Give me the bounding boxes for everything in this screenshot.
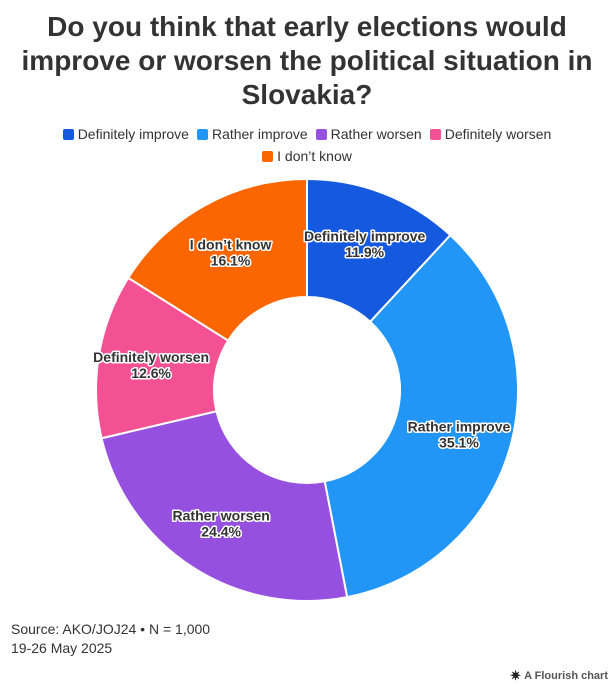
legend-item-definitely-improve[interactable]: Definitely improve	[62, 126, 189, 142]
flourish-credit[interactable]: ✷ A Flourish chart	[510, 668, 608, 684]
legend-item-rather-improve[interactable]: Rather improve	[196, 126, 308, 142]
slice-value-rather-worsen: 24.4%	[201, 524, 241, 540]
flourish-logo-icon: ✷	[510, 668, 522, 683]
legend-swatch	[429, 128, 441, 140]
slice-value-definitely-improve: 11.9%	[345, 244, 384, 260]
footer: Source: AKO/JOJ24 • N = 1,000 19-26 May …	[11, 620, 210, 658]
slice-dont-know[interactable]	[126, 177, 308, 342]
legend-item-rather-worsen[interactable]: Rather worsen	[315, 126, 422, 142]
legend-label: Definitely improve	[77, 126, 189, 142]
legend: Definitely improve Rather improve Rather…	[20, 126, 594, 164]
slice-label-dont-know: I don’t know	[190, 237, 272, 253]
legend-swatch	[62, 128, 74, 140]
slice-value-definitely-worsen: 12.6%	[131, 365, 171, 381]
slice-rather-worsen[interactable]	[100, 410, 349, 602]
legend-label: Rather improve	[211, 126, 308, 142]
legend-swatch	[262, 150, 274, 162]
legend-label: I don’t know	[277, 148, 352, 164]
date-note: 19-26 May 2025	[11, 640, 113, 656]
legend-item-dont-know[interactable]: I don’t know	[262, 148, 352, 164]
credit-text: A Flourish chart	[524, 670, 608, 682]
slice-definitely-improve[interactable]	[306, 177, 452, 324]
source-note: Source: AKO/JOJ24 • N = 1,000	[11, 621, 211, 637]
slice-rather-improve[interactable]	[323, 233, 519, 599]
legend-swatch	[196, 128, 208, 140]
legend-label: Definitely worsen	[444, 126, 552, 142]
slice-label-rather-improve: Rather improve	[408, 418, 511, 434]
legend-label: Rather worsen	[330, 126, 422, 142]
legend-swatch	[315, 128, 327, 140]
legend-item-definitely-worsen[interactable]: Definitely worsen	[429, 126, 552, 142]
slice-value-rather-improve: 35.1%	[439, 434, 479, 450]
slice-value-dont-know: 16.1%	[211, 253, 251, 269]
slice-label-rather-worsen: Rather worsen	[173, 508, 270, 524]
chart-title: Do you think that early elections would …	[21, 11, 593, 110]
slice-label-definitely-improve: Definitely improve	[304, 228, 426, 244]
slice-label-definitely-worsen: Definitely worsen	[93, 349, 209, 365]
